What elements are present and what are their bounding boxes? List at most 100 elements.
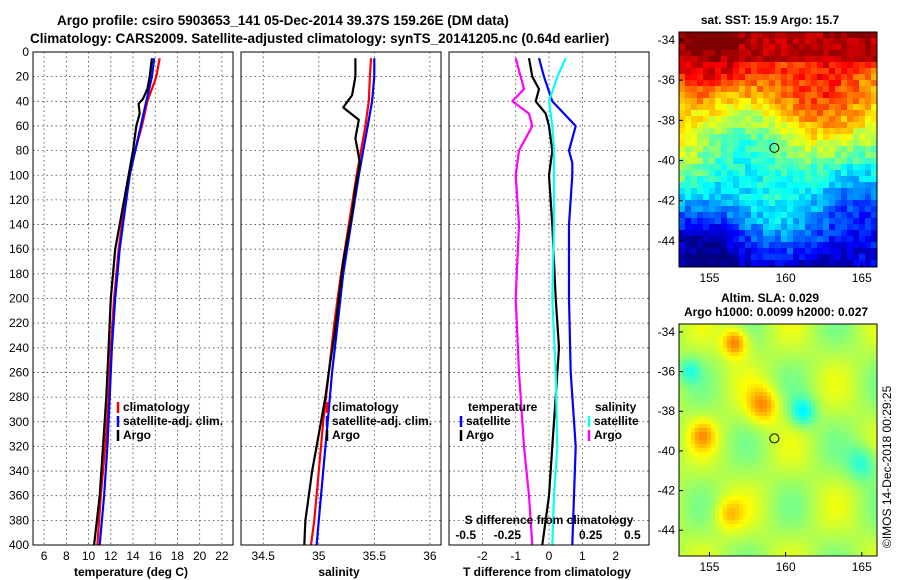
map-cell: [823, 146, 830, 153]
map-cell: [763, 230, 770, 237]
map-cell: [815, 360, 820, 365]
map-cell: [781, 200, 788, 207]
map-cell: [735, 528, 740, 533]
map-cell: [769, 224, 776, 231]
map-cell: [847, 328, 852, 333]
map-cell: [747, 324, 752, 329]
map-cell: [817, 116, 824, 123]
map-cell: [771, 508, 776, 513]
map-cell: [751, 86, 758, 93]
map-cell: [685, 254, 692, 261]
map-cell: [751, 368, 756, 373]
map-cell: [847, 504, 852, 509]
map-cell: [691, 170, 698, 177]
map-cell: [683, 516, 688, 521]
map-cell: [755, 544, 760, 549]
map-cell: [835, 548, 840, 553]
map-cell: [683, 512, 688, 517]
map-cell: [875, 552, 878, 557]
map-cell: [827, 380, 832, 385]
map-cell: [759, 552, 764, 557]
map-cell: [691, 74, 698, 81]
map-cell: [743, 356, 748, 361]
map-cell: [763, 504, 768, 509]
map-cell: [727, 110, 734, 117]
map-cell: [875, 496, 878, 501]
map-cell: [867, 464, 872, 469]
map-cell: [763, 212, 770, 219]
map-cell: [757, 164, 764, 171]
map-cell: [687, 460, 692, 465]
map-cell: [859, 540, 864, 545]
map-cell: [715, 404, 720, 409]
map-cell: [695, 544, 700, 549]
map-cell: [747, 440, 752, 445]
map-cell: [719, 516, 724, 521]
map-cell: [751, 480, 756, 485]
map-cell: [727, 476, 732, 481]
map-cell: [731, 452, 736, 457]
map-cell: [711, 400, 716, 405]
map-cell: [851, 516, 856, 521]
map-cell: [697, 122, 704, 129]
map-cell: [859, 496, 864, 501]
map-cell: [799, 424, 804, 429]
map-cell: [835, 260, 842, 267]
map-cell: [715, 440, 720, 445]
map-cell: [799, 456, 804, 461]
y-tick-label: 180: [9, 267, 29, 281]
map-cell: [855, 444, 860, 449]
map-cell: [727, 460, 732, 465]
map-cell: [863, 500, 868, 505]
map-cell: [715, 460, 720, 465]
map-cell: [791, 392, 796, 397]
map-cell: [841, 38, 848, 45]
map-cell: [733, 176, 740, 183]
map-cell: [703, 388, 708, 393]
y-tick-label: 140: [9, 218, 29, 232]
map-cell: [715, 260, 722, 267]
map-cell: [679, 368, 684, 373]
map-cell: [703, 548, 708, 553]
map-cell: [719, 376, 724, 381]
map-cell: [683, 376, 688, 381]
map-cell: [715, 364, 720, 369]
map-cell: [763, 122, 770, 129]
map-cell: [867, 476, 872, 481]
map-cell: [775, 92, 782, 99]
map-cell: [827, 460, 832, 465]
map-cell: [815, 408, 820, 413]
map-cell: [715, 448, 720, 453]
map-cell: [687, 536, 692, 541]
map-cell: [751, 500, 756, 505]
map-cell: [759, 436, 764, 441]
map-cell: [769, 62, 776, 69]
map-cell: [803, 460, 808, 465]
map-cell: [831, 440, 836, 445]
map-cell: [811, 540, 816, 545]
map-cell: [783, 384, 788, 389]
map-cell: [745, 188, 752, 195]
map-cell: [687, 508, 692, 513]
map-cell: [703, 194, 710, 201]
map-cell: [735, 404, 740, 409]
map-cell: [875, 376, 878, 381]
map-cell: [747, 512, 752, 517]
map-cell: [679, 380, 684, 385]
map-cell: [843, 376, 848, 381]
map-cell: [799, 182, 806, 189]
map-cell: [859, 116, 866, 123]
map-cell: [851, 472, 856, 477]
map-cell: [823, 552, 828, 557]
map-cell: [807, 364, 812, 369]
map-cell: [727, 448, 732, 453]
map-cell: [759, 404, 764, 409]
map-cell: [793, 176, 800, 183]
map-cell: [799, 464, 804, 469]
map-cell: [819, 328, 824, 333]
map-cell: [867, 424, 872, 429]
map-cell: [759, 472, 764, 477]
map-cell: [843, 536, 848, 541]
map-cell: [795, 360, 800, 365]
map-cell: [735, 536, 740, 541]
